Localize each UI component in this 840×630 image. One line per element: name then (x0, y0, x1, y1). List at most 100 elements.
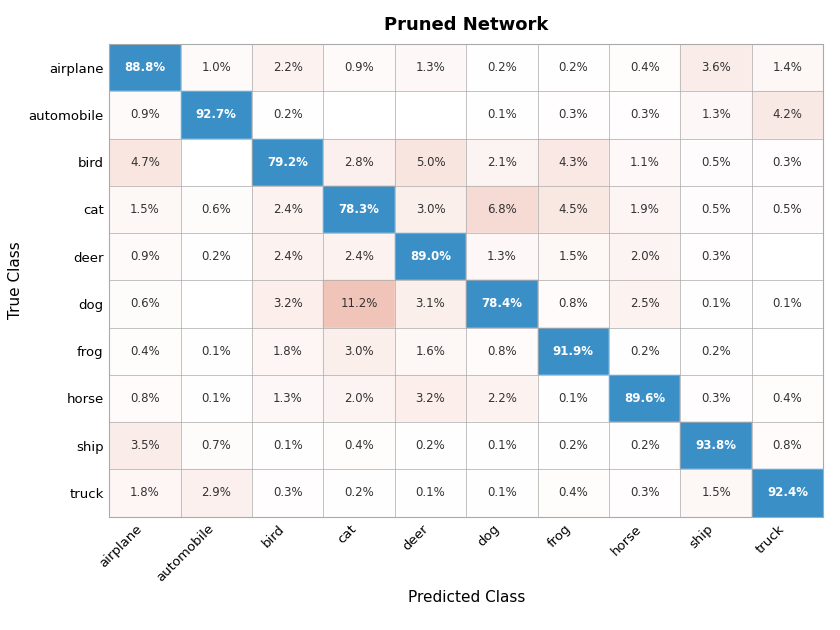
Bar (609, 91, 680, 139)
Bar (752, 375, 823, 422)
Bar (538, 375, 609, 422)
Text: 1.9%: 1.9% (630, 203, 659, 216)
Text: 1.5%: 1.5% (559, 250, 588, 263)
Text: 79.2%: 79.2% (267, 156, 308, 169)
Text: 1.0%: 1.0% (202, 61, 231, 74)
Text: 1.5%: 1.5% (701, 486, 731, 500)
Text: 5.0%: 5.0% (416, 156, 445, 169)
Bar (323, 44, 395, 91)
Bar (609, 375, 680, 422)
Text: 0.2%: 0.2% (487, 61, 517, 74)
Text: 1.4%: 1.4% (773, 61, 802, 74)
Text: 0.2%: 0.2% (630, 345, 659, 358)
Text: 0.9%: 0.9% (130, 108, 160, 122)
Text: 88.8%: 88.8% (124, 61, 165, 74)
Bar (609, 186, 680, 233)
Bar (395, 469, 466, 517)
Bar (252, 186, 323, 233)
Bar (609, 139, 680, 186)
Text: 2.8%: 2.8% (344, 156, 374, 169)
Text: 0.4%: 0.4% (130, 345, 160, 358)
Bar (181, 233, 252, 280)
Bar (680, 280, 752, 328)
Bar (181, 91, 252, 139)
Bar (181, 139, 252, 186)
Bar (538, 469, 609, 517)
Text: 0.1%: 0.1% (416, 486, 445, 500)
Bar (109, 186, 181, 233)
Text: 3.2%: 3.2% (416, 392, 445, 405)
Text: 3.5%: 3.5% (130, 439, 160, 452)
Text: 0.3%: 0.3% (701, 392, 731, 405)
Bar (109, 280, 181, 328)
Bar (323, 328, 395, 375)
Text: 0.3%: 0.3% (773, 156, 802, 169)
Bar (109, 139, 181, 186)
Text: 2.4%: 2.4% (344, 250, 374, 263)
Bar (109, 375, 181, 422)
Text: 1.3%: 1.3% (701, 108, 731, 122)
Text: 4.3%: 4.3% (559, 156, 588, 169)
Text: 89.0%: 89.0% (410, 250, 451, 263)
Bar (538, 233, 609, 280)
Bar (395, 422, 466, 469)
Bar (538, 328, 609, 375)
Bar (323, 91, 395, 139)
Text: 78.3%: 78.3% (339, 203, 380, 216)
Bar (680, 186, 752, 233)
Bar (466, 422, 538, 469)
X-axis label: Predicted Class: Predicted Class (407, 590, 525, 605)
Bar (252, 91, 323, 139)
Text: 0.2%: 0.2% (701, 345, 731, 358)
Text: 2.9%: 2.9% (202, 486, 231, 500)
Text: 2.2%: 2.2% (487, 392, 517, 405)
Title: Pruned Network: Pruned Network (384, 16, 549, 34)
Bar (252, 375, 323, 422)
Text: 0.5%: 0.5% (701, 156, 731, 169)
Bar (252, 328, 323, 375)
Bar (752, 139, 823, 186)
Bar (252, 139, 323, 186)
Bar (252, 233, 323, 280)
Text: 0.4%: 0.4% (344, 439, 374, 452)
Bar (466, 328, 538, 375)
Text: 0.2%: 0.2% (273, 108, 302, 122)
Text: 0.1%: 0.1% (202, 345, 231, 358)
Bar (181, 44, 252, 91)
Bar (323, 422, 395, 469)
Text: 4.2%: 4.2% (773, 108, 802, 122)
Bar (109, 91, 181, 139)
Bar (752, 280, 823, 328)
Text: 2.1%: 2.1% (487, 156, 517, 169)
Bar (252, 44, 323, 91)
Text: 1.3%: 1.3% (273, 392, 302, 405)
Bar (395, 375, 466, 422)
Bar (323, 280, 395, 328)
Text: 91.9%: 91.9% (553, 345, 594, 358)
Bar (395, 44, 466, 91)
Bar (395, 280, 466, 328)
Text: 0.3%: 0.3% (273, 486, 302, 500)
Text: 3.0%: 3.0% (344, 345, 374, 358)
Text: 0.6%: 0.6% (202, 203, 231, 216)
Text: 0.7%: 0.7% (202, 439, 231, 452)
Bar (466, 44, 538, 91)
Bar (680, 91, 752, 139)
Text: 3.0%: 3.0% (416, 203, 445, 216)
Text: 0.5%: 0.5% (773, 203, 802, 216)
Text: 0.2%: 0.2% (559, 61, 588, 74)
Text: 0.8%: 0.8% (487, 345, 517, 358)
Text: 0.1%: 0.1% (487, 439, 517, 452)
Bar (466, 233, 538, 280)
Bar (252, 469, 323, 517)
Bar (323, 186, 395, 233)
Text: 4.7%: 4.7% (130, 156, 160, 169)
Text: 6.8%: 6.8% (487, 203, 517, 216)
Text: 0.2%: 0.2% (416, 439, 445, 452)
Text: 0.2%: 0.2% (202, 250, 231, 263)
Text: 2.0%: 2.0% (630, 250, 659, 263)
Bar (538, 280, 609, 328)
Bar (181, 328, 252, 375)
Bar (680, 44, 752, 91)
Bar (466, 139, 538, 186)
